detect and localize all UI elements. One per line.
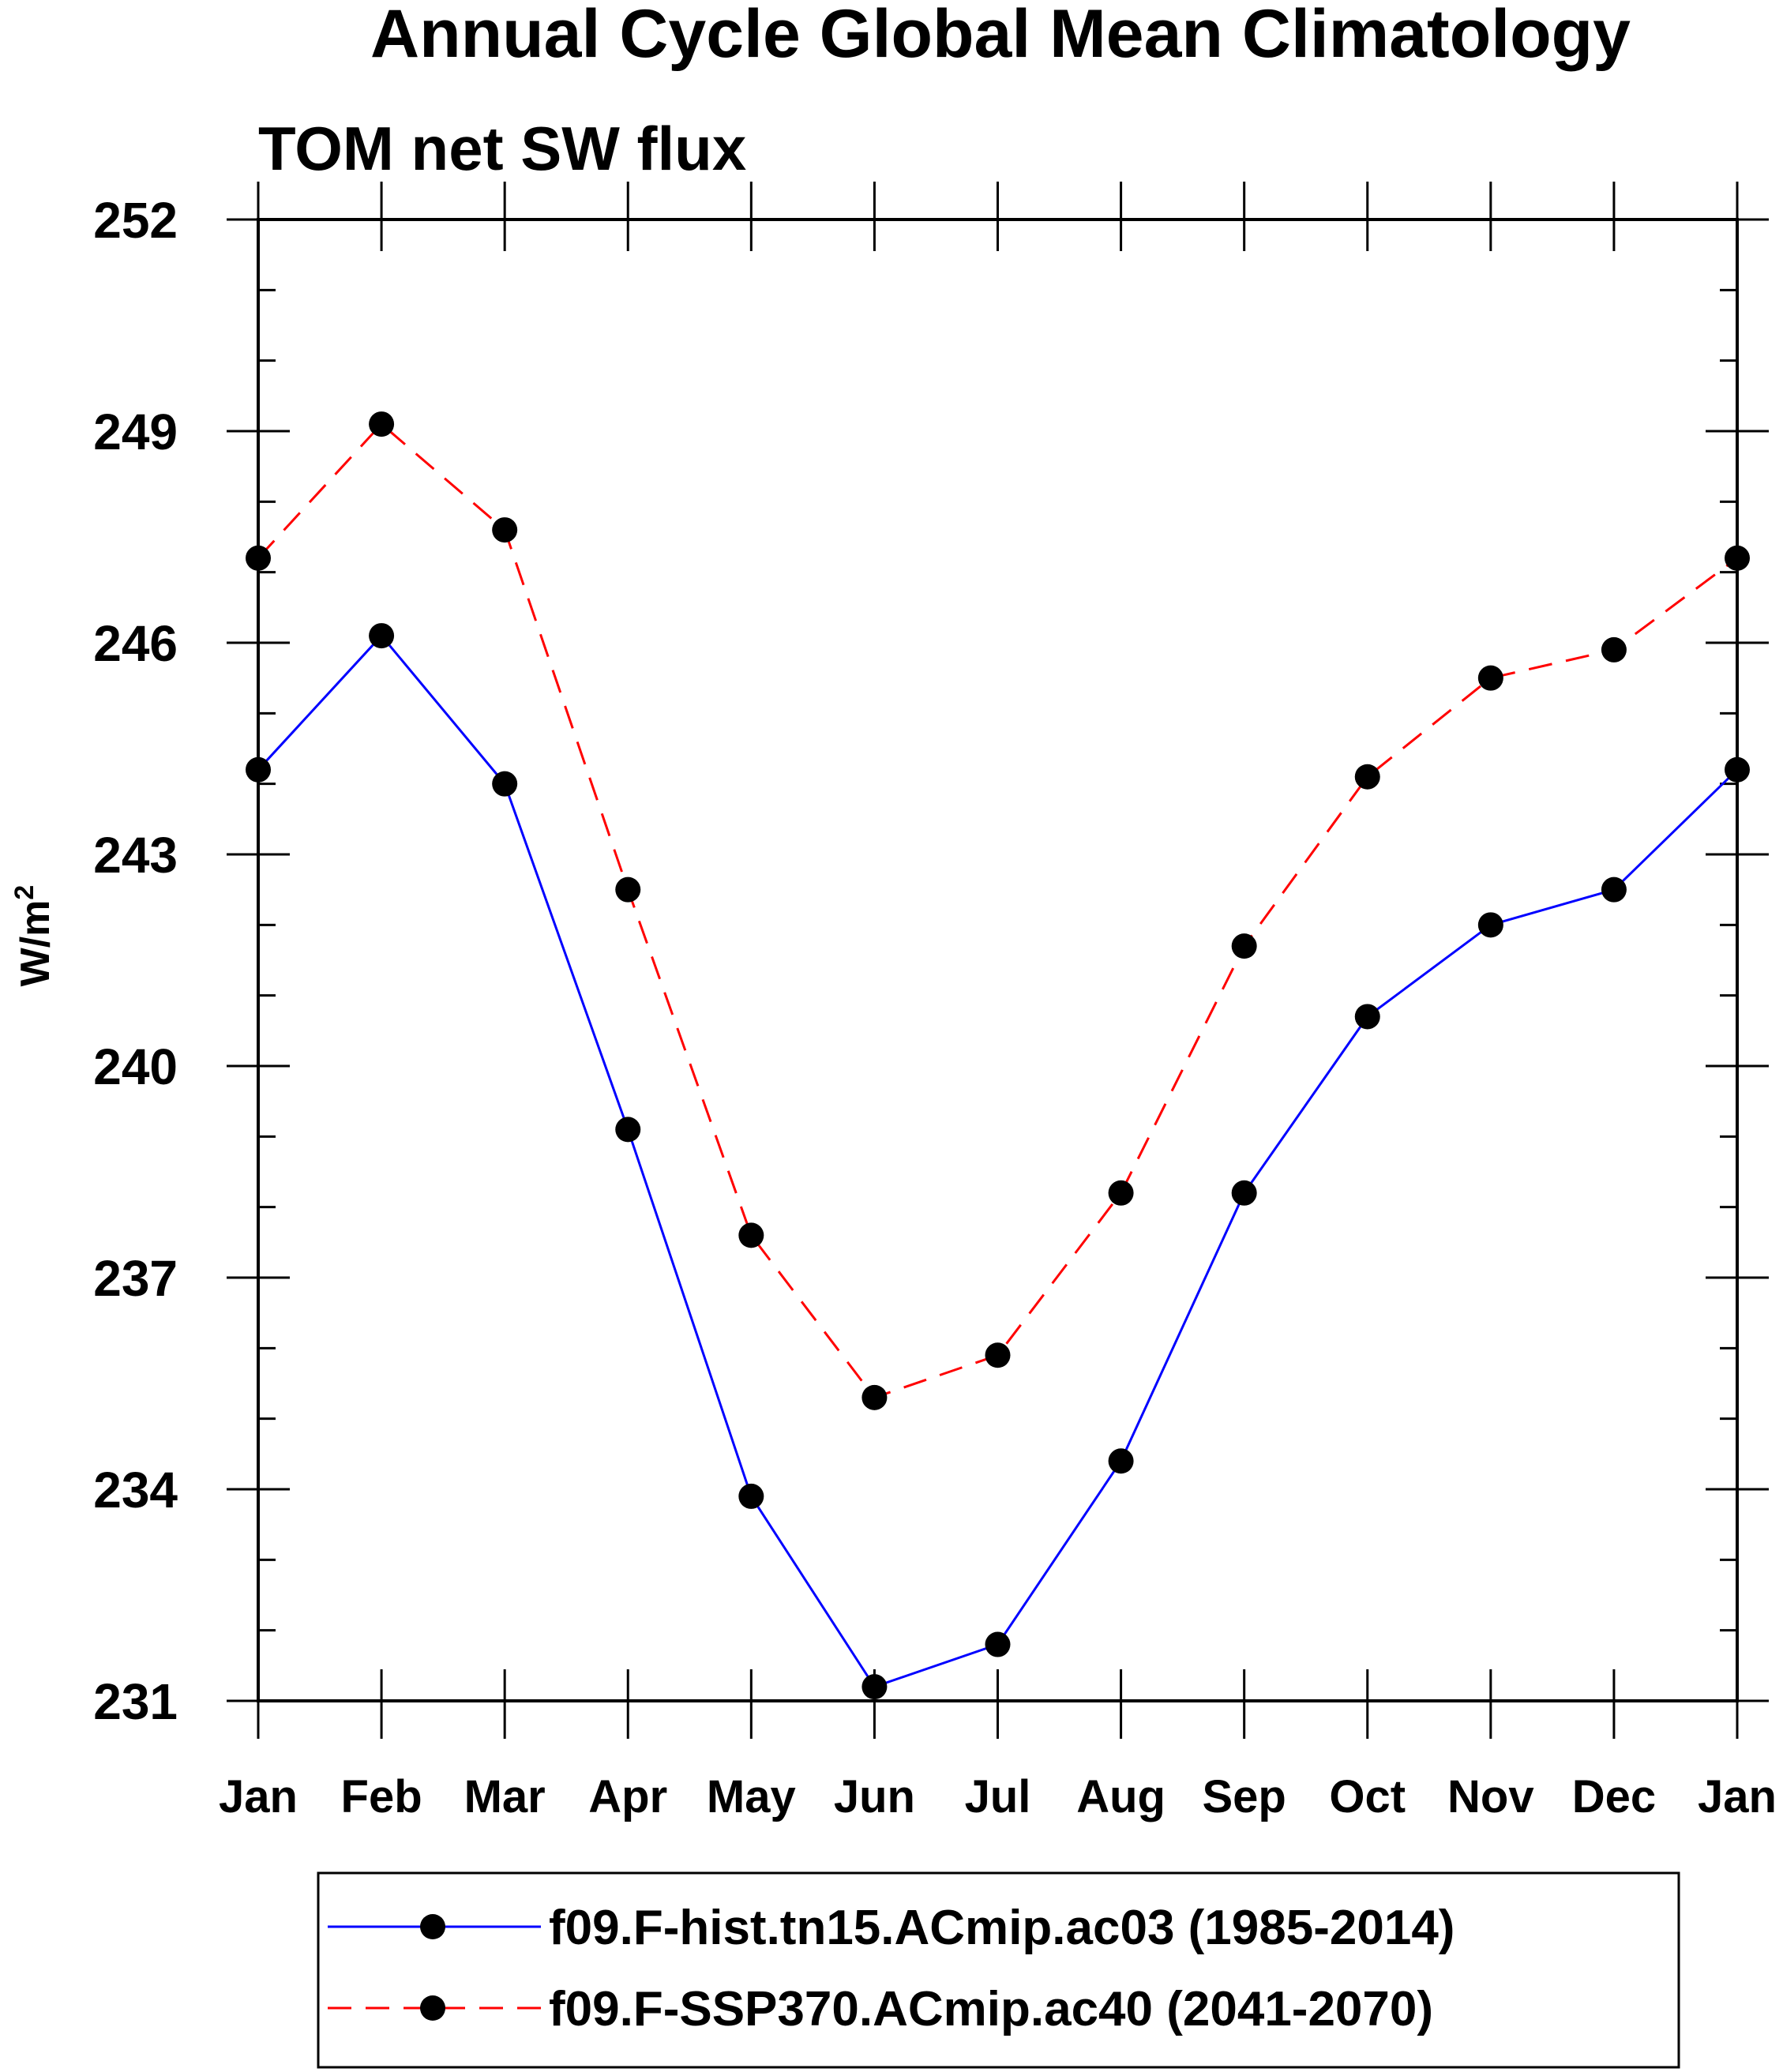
y-tick-label: 249 xyxy=(93,404,178,460)
legend: f09.F-hist.tn15.ACmip.ac03 (1985-2014) f0… xyxy=(317,1871,1680,2069)
series-1-point xyxy=(1231,1180,1257,1206)
chart-subtitle: TOM net SW flux xyxy=(258,114,746,183)
x-tick-label: Sep xyxy=(1202,1771,1286,1822)
y-tick-label: 237 xyxy=(93,1250,178,1307)
series-2-point xyxy=(1354,764,1380,790)
x-tick-label: Oct xyxy=(1329,1771,1406,1822)
y-tick-label: 252 xyxy=(93,192,178,249)
x-tick-label: Jan xyxy=(1698,1771,1777,1822)
series-1-point xyxy=(738,1483,764,1509)
y-tick-label: 246 xyxy=(93,615,178,672)
series-1-point xyxy=(1601,876,1627,903)
x-tick-label: Jan xyxy=(219,1771,298,1822)
x-tick-labels: Jan Feb Mar Apr May Jun Jul Aug Sep Oct Nov Dec Jan xyxy=(219,1771,1777,1822)
series-2-point xyxy=(369,411,395,437)
series-lines xyxy=(257,422,1739,1688)
series-line-2 xyxy=(257,422,1738,1399)
x-tick-label: Feb xyxy=(341,1771,422,1822)
chart-title: Annual Cycle Global Mean Climatology xyxy=(370,0,1631,72)
x-tick-label: Dec xyxy=(1572,1771,1656,1822)
series-2-point xyxy=(1231,933,1257,959)
series-1-point xyxy=(1108,1448,1134,1474)
y-tick-label: 231 xyxy=(93,1673,178,1730)
series-2-point xyxy=(1108,1180,1134,1206)
legend-marker-2 xyxy=(420,1995,445,2021)
y-tick-labels: 252 249 246 243 240 237 234 231 xyxy=(93,192,178,1730)
series-2-point xyxy=(738,1222,764,1248)
series-1-point xyxy=(861,1674,888,1700)
series-1-point xyxy=(985,1631,1011,1657)
legend-marker-1 xyxy=(420,1914,445,1939)
series-1-point xyxy=(492,771,518,797)
series-2-point xyxy=(1601,636,1627,663)
series-line-1 xyxy=(257,633,1739,1688)
series-2-point xyxy=(985,1342,1011,1368)
x-tick-label: Jun xyxy=(834,1771,915,1822)
series-1-point xyxy=(1354,1004,1380,1030)
plot-frame xyxy=(257,218,1739,1702)
x-tick-label: Nov xyxy=(1447,1771,1534,1822)
y-tick-label: 234 xyxy=(93,1462,178,1518)
series-1-point xyxy=(615,1117,641,1143)
y-axis-label: W/m2 xyxy=(9,885,58,987)
series-markers xyxy=(246,411,1750,1700)
x-tick-label: Aug xyxy=(1076,1771,1166,1822)
x-tick-label: Apr xyxy=(588,1771,667,1822)
series-2-point xyxy=(492,517,518,543)
legend-label-2: f09.F-SSP370.ACmip.ac40 (2041-2070) xyxy=(549,1982,1433,2036)
y-tick-label: 240 xyxy=(93,1038,178,1095)
series-2-point xyxy=(615,876,641,903)
series-2-point xyxy=(861,1384,888,1410)
legend-label-1: f09.F-hist.tn15.ACmip.ac03 (1985-2014) xyxy=(549,1901,1455,1955)
axis-ticks xyxy=(227,182,1769,1739)
x-tick-label: Mar xyxy=(464,1771,546,1822)
x-tick-label: May xyxy=(707,1771,796,1822)
x-tick-label: Jul xyxy=(965,1771,1031,1822)
legend-box xyxy=(317,1871,1680,2069)
series-2-point xyxy=(1477,665,1503,691)
y-tick-label: 243 xyxy=(93,827,178,884)
series-1-point xyxy=(369,623,395,649)
series-1-point xyxy=(1477,912,1503,938)
